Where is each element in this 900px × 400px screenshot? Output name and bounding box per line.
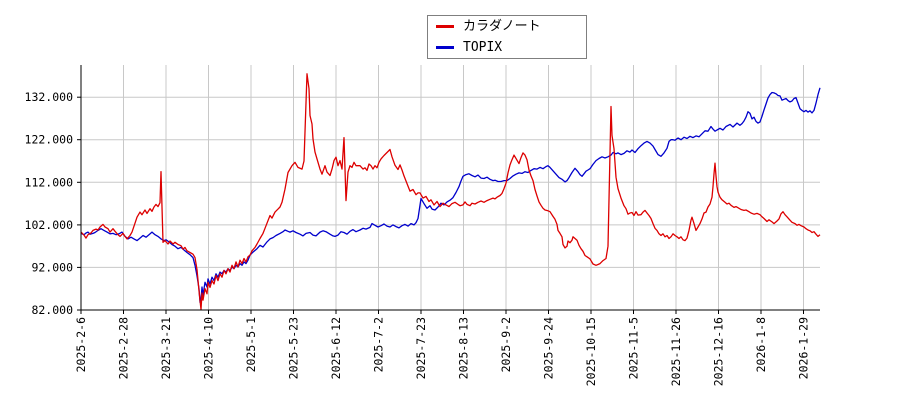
- series-line-topix: [80, 87, 821, 303]
- x-tick-label: 2025-7-2: [372, 317, 386, 372]
- x-tick-label: 2025-9-2: [499, 317, 513, 372]
- x-tick-label: 2025-6-12: [329, 317, 343, 379]
- y-tick-label: 82.000: [31, 303, 73, 317]
- x-tick-label: 2025-11-5: [627, 317, 641, 379]
- x-tick-label: 2025-2-28: [117, 317, 131, 379]
- x-tick-label: 2025-9-24: [542, 317, 556, 379]
- y-tick-label: 122.000: [25, 133, 74, 147]
- x-tick-label: 2025-11-26: [669, 317, 683, 386]
- y-tick-label: 132.000: [25, 90, 74, 104]
- axes: [77, 65, 820, 314]
- x-tick-label: 2025-5-1: [244, 317, 258, 372]
- series-line-karadanote: [80, 73, 821, 311]
- topix-line-swatch: [436, 45, 454, 49]
- tick-labels: 2025-2-6 2025-2-28 2025-3-21 2025-4-10 2025-…: [25, 90, 811, 386]
- x-tick-label: 2025-10-15: [584, 317, 598, 386]
- x-tick-label: 2025-2-6: [74, 317, 88, 372]
- x-tick-label: 2025-3-21: [159, 317, 173, 379]
- legend-label-karadanote: カラダノート: [463, 19, 541, 35]
- gridlines: [81, 65, 820, 310]
- karadanote-line-swatch: [436, 25, 454, 29]
- x-tick-label: 2025-7-23: [414, 317, 428, 379]
- x-tick-label: 2025-4-10: [202, 317, 216, 379]
- x-tick-label: 2026-1-29: [797, 317, 811, 379]
- y-tick-label: 112.000: [25, 175, 74, 189]
- x-tick-label: 2025-8-13: [457, 317, 471, 379]
- x-tick-label: 2025-12-16: [712, 317, 726, 386]
- legend-label-topix: TOPIX: [463, 39, 503, 55]
- legend-item-topix: TOPIX: [436, 39, 586, 57]
- legend-box: カラダノート TOPIX: [427, 15, 587, 59]
- y-tick-label: 92.000: [31, 260, 73, 274]
- legend-item-karadanote: カラダノート: [436, 18, 586, 36]
- x-tick-label: 2026-1-8: [754, 317, 768, 372]
- x-tick-label: 2025-5-23: [287, 317, 301, 379]
- y-tick-label: 102.000: [25, 218, 74, 232]
- series-lines: [80, 73, 821, 311]
